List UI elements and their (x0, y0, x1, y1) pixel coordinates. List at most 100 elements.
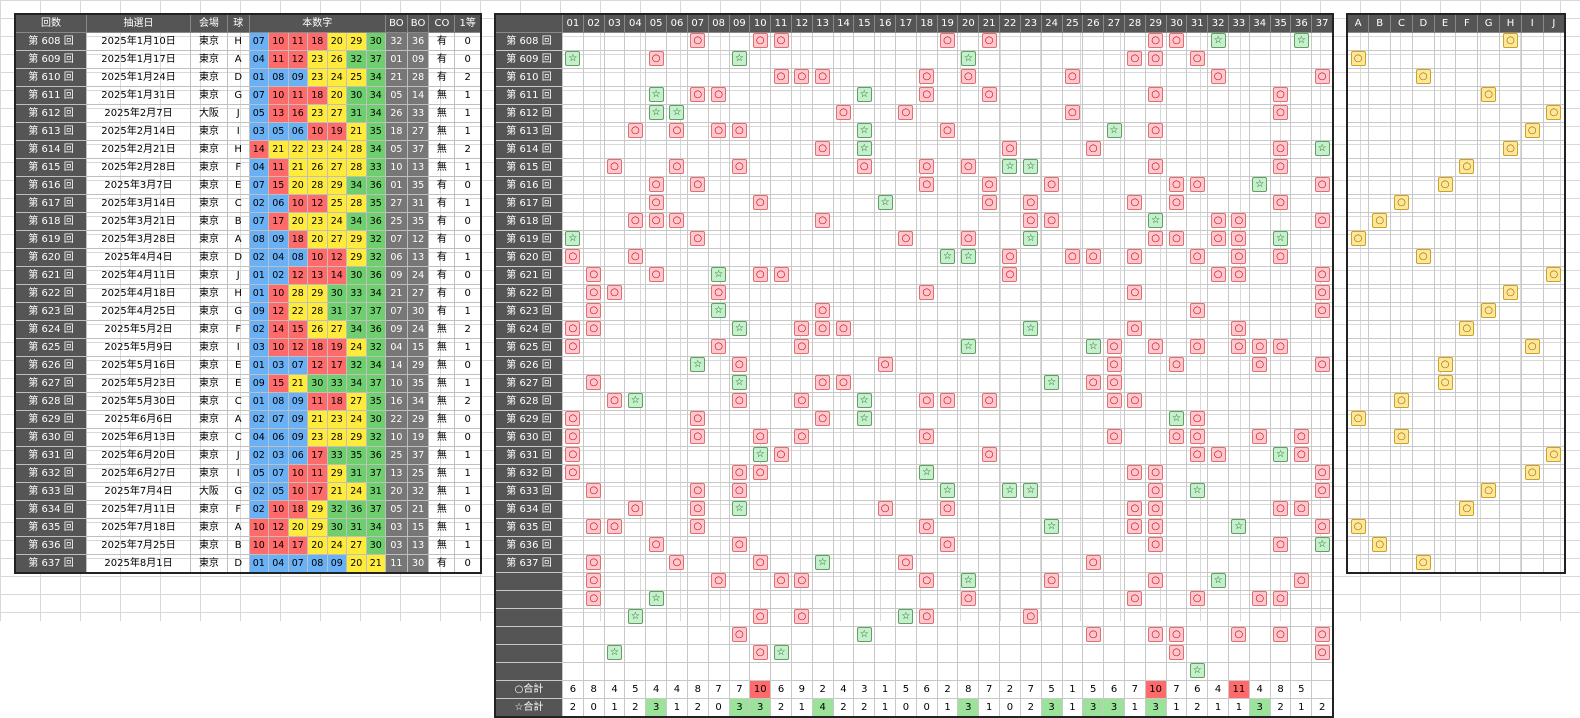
carryover-cell[interactable]: 無 (428, 158, 456, 177)
grid-cell[interactable] (1311, 572, 1334, 591)
grid-cell[interactable] (1248, 644, 1271, 663)
grid-cell[interactable] (1061, 158, 1084, 177)
main-number-cell[interactable]: 24 (346, 482, 367, 501)
grid-cell[interactable] (874, 482, 896, 501)
bonus-number-cell[interactable]: 28 (406, 68, 430, 87)
ball-set-cell[interactable]: ○ (1542, 266, 1566, 285)
grid-cell[interactable]: ☆ (770, 644, 792, 663)
grid-cell[interactable]: ○ (999, 266, 1021, 285)
grid-cell[interactable] (686, 122, 709, 141)
grid-cell[interactable] (1061, 338, 1084, 357)
grid-cell[interactable] (1061, 500, 1084, 519)
grid-draw-number-cell[interactable]: 第 618 回 (494, 212, 563, 231)
bonus-number-cell[interactable]: 35 (406, 176, 430, 195)
grid-cell[interactable] (915, 410, 938, 429)
grid-cell[interactable] (1019, 248, 1042, 267)
ball-set-cell[interactable] (1499, 356, 1522, 375)
ball-set-cell[interactable] (1499, 158, 1522, 177)
first-prize-count-cell[interactable]: 0 (454, 212, 482, 231)
grid-cell[interactable] (1228, 482, 1250, 501)
grid-cell[interactable] (1144, 356, 1167, 375)
main-number-cell[interactable]: 23 (307, 140, 328, 159)
grid-cell[interactable] (1123, 104, 1146, 123)
grid-cell[interactable]: ○ (1144, 572, 1167, 591)
main-number-cell[interactable]: 02 (248, 248, 270, 267)
grid-cell[interactable] (770, 500, 792, 519)
ball-set-cell[interactable] (1390, 284, 1413, 303)
grid-cell[interactable] (1040, 32, 1063, 51)
grid-cell[interactable] (1207, 500, 1229, 519)
grid-cell[interactable]: ○ (832, 320, 855, 339)
star-total-cell[interactable]: 0 (915, 698, 938, 718)
star-total-cell[interactable]: 2 (1311, 698, 1334, 718)
grid-cell[interactable] (874, 374, 896, 393)
grid-cell[interactable]: ○ (666, 212, 688, 231)
main-number-cell[interactable]: 18 (287, 500, 309, 519)
grid-cell[interactable] (1228, 500, 1250, 519)
grid-cell[interactable] (1165, 500, 1188, 519)
grid-cell[interactable] (1144, 554, 1167, 573)
grid-cell[interactable] (666, 176, 688, 195)
ball-set-cell[interactable] (1368, 428, 1392, 447)
grid-cell[interactable] (874, 158, 896, 177)
ball-set-cell[interactable] (1542, 554, 1566, 574)
grid-cell[interactable] (1165, 158, 1188, 177)
grid-cell[interactable] (957, 176, 980, 195)
ball-set-cell[interactable] (1520, 68, 1544, 87)
grid-cell[interactable]: ○ (1228, 320, 1250, 339)
draw-date-cell[interactable]: 2025年6月13日 (86, 428, 192, 447)
ball-set-cell[interactable] (1346, 374, 1370, 393)
grid-cell[interactable] (874, 518, 896, 537)
grid-cell[interactable] (957, 266, 980, 285)
grid-cell[interactable] (1165, 284, 1188, 303)
grid-cell[interactable] (749, 572, 772, 591)
grid-cell[interactable] (999, 86, 1021, 105)
bonus-number-cell[interactable]: 19 (406, 428, 430, 447)
grid-cell[interactable] (874, 86, 896, 105)
ball-set-cell[interactable] (1368, 248, 1392, 267)
main-number-cell[interactable]: 29 (346, 230, 367, 249)
ball-set-column-header[interactable]: G (1477, 13, 1501, 33)
grid-cell[interactable] (1019, 428, 1042, 447)
main-number-cell[interactable]: 17 (307, 446, 328, 465)
grid-cell[interactable] (978, 662, 1001, 681)
ball-set-cell[interactable] (1542, 500, 1566, 519)
grid-cell[interactable] (1207, 554, 1229, 573)
grid-cell[interactable]: ☆ (728, 50, 751, 69)
grid-cell[interactable] (1269, 32, 1292, 51)
ball-set-cell[interactable]: ○ (1390, 392, 1413, 411)
grid-cell[interactable]: ○ (666, 554, 688, 573)
first-prize-count-cell[interactable]: 0 (454, 284, 482, 303)
grid-cell[interactable] (1040, 266, 1063, 285)
grid-cell[interactable] (832, 68, 855, 87)
grid-cell[interactable]: ☆ (1019, 230, 1042, 249)
grid-cell[interactable]: ○ (1103, 338, 1125, 357)
grid-cell[interactable] (936, 446, 959, 465)
grid-cell[interactable]: ☆ (728, 374, 751, 393)
draw-number-cell[interactable]: 第 625 回 (14, 338, 88, 357)
grid-cell[interactable] (1040, 644, 1063, 663)
grid-cell[interactable] (1061, 392, 1084, 411)
grid-cell[interactable] (1248, 194, 1271, 213)
grid-cell[interactable] (1123, 32, 1146, 51)
grid-cell[interactable] (666, 194, 688, 213)
draw-number-cell[interactable]: 第 617 回 (14, 194, 88, 213)
ball-set-cell[interactable] (1477, 50, 1501, 69)
main-number-cell[interactable]: 22 (287, 302, 309, 321)
grid-cell[interactable]: ○ (915, 284, 938, 303)
ball-set-cell[interactable] (1499, 122, 1522, 141)
grid-cell[interactable] (1061, 50, 1084, 69)
grid-cell[interactable] (1248, 212, 1271, 231)
grid-column-header[interactable]: 34 (1248, 13, 1271, 33)
ball-set-cell[interactable] (1542, 464, 1566, 483)
ball-set-cell[interactable]: ○ (1455, 320, 1479, 339)
carryover-cell[interactable]: 無 (428, 104, 456, 123)
ball-set-cell[interactable] (1542, 482, 1566, 501)
grid-cell[interactable]: ○ (770, 446, 792, 465)
grid-cell[interactable] (1186, 284, 1209, 303)
carryover-cell[interactable]: 無 (428, 338, 456, 357)
grid-cell[interactable]: ○ (1165, 356, 1188, 375)
ball-set-cell[interactable] (1368, 104, 1392, 123)
ball-set-cell[interactable] (1455, 212, 1479, 231)
grid-cell[interactable] (1228, 392, 1250, 411)
